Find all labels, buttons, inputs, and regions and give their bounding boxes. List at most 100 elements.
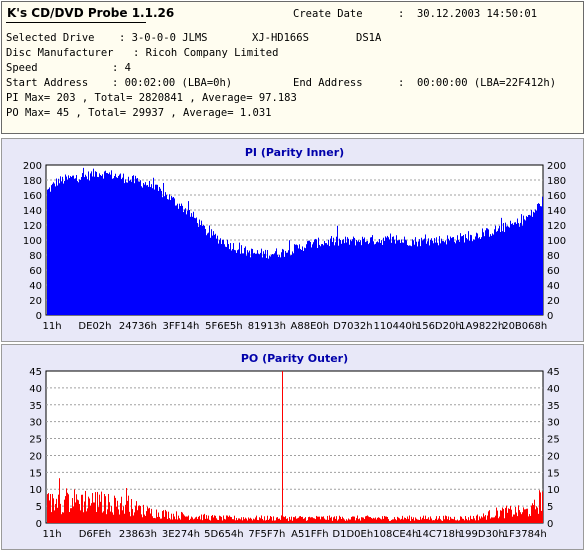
series-bar (62, 512, 63, 523)
series-bar (195, 218, 196, 315)
series-bar (398, 517, 399, 523)
series-bar (70, 508, 71, 523)
series-bar (143, 183, 144, 315)
series-bar (84, 501, 85, 523)
series-bar (272, 254, 273, 315)
series-bar (364, 519, 365, 523)
series-bar (540, 492, 541, 523)
series-bar (258, 520, 259, 523)
series-bar (87, 508, 88, 523)
series-bar (372, 518, 373, 523)
series-bar (150, 187, 151, 315)
series-bar (235, 250, 236, 315)
series-bar (397, 516, 398, 523)
series-bar (346, 519, 347, 523)
series-bar (529, 514, 530, 523)
series-bar (166, 194, 167, 315)
series-bar (243, 253, 244, 315)
series-bar (357, 515, 358, 523)
series-bar (462, 236, 463, 315)
series-bar (273, 254, 274, 315)
series-bar (71, 508, 72, 523)
series-bar (140, 180, 141, 315)
series-bar (112, 178, 113, 315)
series-bar (539, 203, 540, 315)
series-bar (251, 248, 252, 315)
series-bar (286, 252, 287, 315)
series-bar (88, 171, 89, 315)
series-bar (456, 520, 457, 523)
series-bar (259, 254, 260, 315)
series-bar (250, 257, 251, 315)
series-bar (513, 224, 514, 315)
series-bar (182, 512, 183, 523)
series-bar (438, 518, 439, 523)
y-tick-label-left: 60 (29, 266, 42, 277)
series-bar (316, 515, 317, 523)
series-bar (135, 505, 136, 523)
series-bar (499, 225, 500, 315)
series-bar (508, 508, 509, 523)
series-bar (505, 507, 506, 523)
series-bar (367, 240, 368, 315)
series-bar (168, 511, 169, 523)
series-bar (169, 518, 170, 523)
series-bar (359, 518, 360, 523)
series-bar (266, 258, 267, 315)
series-bar (323, 245, 324, 315)
series-bar (133, 515, 134, 523)
series-bar (94, 502, 95, 523)
series-bar (480, 238, 481, 315)
series-bar (77, 181, 78, 315)
series-bar (489, 236, 490, 315)
series-bar (241, 245, 242, 315)
series-bar (512, 516, 513, 523)
series-bar (375, 243, 376, 315)
series-bar (488, 229, 489, 315)
series-bar (102, 174, 103, 315)
series-bar (73, 506, 74, 523)
series-bar (345, 236, 346, 315)
x-tick-label: 108CE4h (373, 529, 418, 540)
series-bar (66, 488, 67, 523)
series-bar (332, 241, 333, 315)
series-bar (470, 234, 471, 315)
series-bar (214, 515, 215, 523)
create-date-value: : 30.12.2003 14:50:01 (398, 8, 538, 20)
series-bar (425, 515, 426, 523)
series-bar (135, 175, 136, 315)
x-tick-label: 156D20h (416, 321, 462, 332)
series-bar (168, 199, 169, 315)
series-bar (523, 507, 524, 523)
series-bar (124, 513, 125, 523)
pi-chart-panel: PI (Parity Inner) 0 0 20 20 40 40 60 60 80 80 100 10… (1, 138, 584, 342)
series-bar (145, 182, 146, 315)
series-bar (381, 519, 382, 523)
series-bar (75, 502, 76, 523)
series-bar (244, 519, 245, 523)
series-bar (318, 237, 319, 315)
series-bar (104, 171, 105, 315)
series-bar (420, 246, 421, 315)
series-bar (99, 173, 100, 315)
po-chart: PO (Parity Outer) 0 0 5 5 10 10 15 15 20 20 25 25 30 3… (2, 345, 583, 549)
series-bar (177, 519, 178, 523)
series-bar (482, 228, 483, 315)
series-bar (283, 516, 284, 523)
series-bar (248, 517, 249, 523)
series-bar (394, 239, 395, 315)
series-bar (379, 517, 380, 523)
series-bar (275, 520, 276, 523)
series-bar (507, 512, 508, 523)
series-bar (472, 519, 473, 523)
series-bar (179, 518, 180, 523)
series-bar (230, 516, 231, 523)
series-bar (454, 241, 455, 315)
series-bar (113, 178, 114, 315)
series-bar (306, 244, 307, 315)
series-bar (266, 519, 267, 523)
series-bar (94, 176, 95, 315)
series-bar (208, 515, 209, 523)
series-bar (369, 517, 370, 523)
series-bar (249, 518, 250, 523)
